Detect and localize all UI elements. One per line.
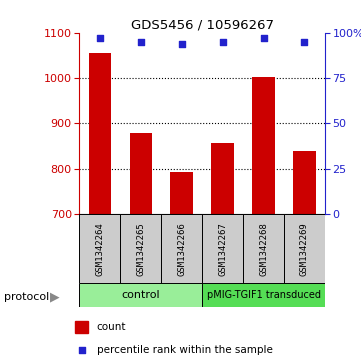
Bar (89, 53, 111, 214)
Text: protocol: protocol (4, 291, 49, 302)
Text: count: count (97, 322, 126, 332)
Bar (79, 283, 202, 307)
Text: GSM1342264: GSM1342264 (95, 222, 104, 276)
Text: control: control (122, 290, 160, 300)
Point (79, 347, 84, 353)
Bar (161, 214, 202, 283)
Bar (293, 151, 316, 214)
Text: pMIG-TGIF1 transduced: pMIG-TGIF1 transduced (206, 290, 321, 300)
Text: ▶: ▶ (50, 290, 60, 303)
Bar (202, 283, 325, 307)
Point (301, 39, 307, 45)
Bar (170, 172, 193, 214)
Point (97, 35, 103, 41)
Text: percentile rank within the sample: percentile rank within the sample (97, 345, 273, 355)
Text: GSM1342265: GSM1342265 (136, 222, 145, 276)
Bar (120, 214, 161, 283)
Bar (212, 143, 234, 214)
Title: GDS5456 / 10596267: GDS5456 / 10596267 (131, 19, 274, 32)
Bar (75, 321, 88, 333)
Bar (284, 214, 325, 283)
Bar (79, 214, 120, 283)
Text: GSM1342267: GSM1342267 (218, 222, 227, 276)
Bar (252, 77, 275, 214)
Text: GSM1342269: GSM1342269 (300, 222, 309, 276)
Bar (202, 214, 243, 283)
Text: GSM1342268: GSM1342268 (259, 222, 268, 276)
Point (138, 39, 144, 45)
Point (261, 35, 266, 41)
Bar (130, 134, 152, 214)
Point (179, 41, 184, 46)
Text: GSM1342266: GSM1342266 (177, 222, 186, 276)
Point (220, 39, 226, 45)
Bar (243, 214, 284, 283)
